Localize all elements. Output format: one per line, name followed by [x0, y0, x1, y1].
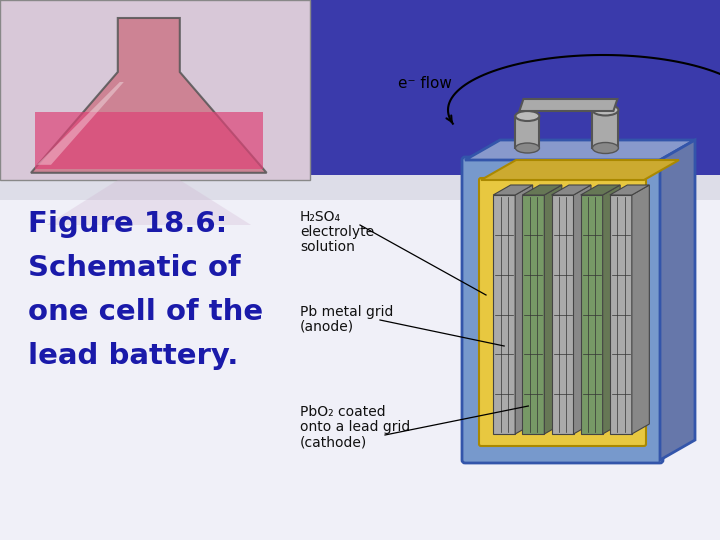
Ellipse shape [516, 143, 539, 153]
Polygon shape [465, 140, 695, 160]
Bar [610, 195, 632, 434]
FancyBboxPatch shape [462, 157, 663, 463]
Polygon shape [580, 185, 620, 195]
Bar [516, 116, 539, 148]
Polygon shape [552, 185, 591, 195]
Polygon shape [610, 185, 649, 195]
Text: Schematic of: Schematic of [28, 254, 240, 282]
Text: H₂SO₄: H₂SO₄ [300, 210, 341, 224]
Text: solution: solution [300, 240, 355, 254]
Text: e⁻ flow: e⁻ flow [398, 76, 452, 91]
Text: one cell of the: one cell of the [28, 298, 263, 326]
Polygon shape [544, 185, 562, 434]
Text: electrolyte: electrolyte [300, 225, 374, 239]
Polygon shape [31, 18, 266, 173]
Polygon shape [660, 140, 695, 460]
Polygon shape [519, 99, 618, 111]
Text: (cathode): (cathode) [300, 435, 367, 449]
Bar [552, 195, 574, 434]
Bar [0, 0, 720, 175]
Polygon shape [632, 185, 649, 434]
Bar [593, 110, 618, 148]
Ellipse shape [593, 143, 618, 153]
Text: Pb metal grid: Pb metal grid [300, 305, 393, 319]
Bar [493, 195, 516, 434]
Text: (anode): (anode) [300, 320, 354, 334]
Polygon shape [481, 160, 679, 180]
Polygon shape [574, 185, 591, 434]
Text: lead battery.: lead battery. [28, 342, 238, 370]
Ellipse shape [593, 105, 618, 116]
Text: Figure 18.6:: Figure 18.6: [28, 210, 228, 238]
Bar [580, 195, 603, 434]
Bar [522, 195, 544, 434]
Polygon shape [35, 112, 263, 169]
Polygon shape [516, 185, 533, 434]
Polygon shape [47, 180, 251, 225]
Polygon shape [37, 82, 124, 165]
Text: onto a lead grid: onto a lead grid [300, 420, 410, 434]
Ellipse shape [516, 111, 539, 121]
Polygon shape [603, 185, 620, 434]
Text: PbO₂ coated: PbO₂ coated [300, 405, 386, 419]
Polygon shape [522, 185, 562, 195]
Bar [0, 0, 310, 180]
Bar [0, 175, 720, 200]
Polygon shape [493, 185, 533, 195]
FancyBboxPatch shape [479, 178, 646, 446]
